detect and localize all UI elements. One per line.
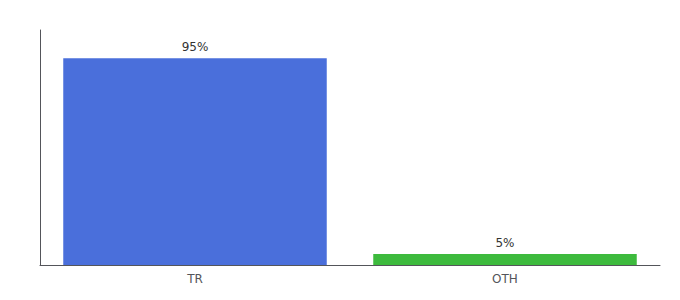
svg-text:TR: TR <box>186 272 203 286</box>
svg-text:5%: 5% <box>495 236 514 250</box>
svg-text:OTH: OTH <box>492 272 518 286</box>
svg-text:95%: 95% <box>182 40 209 54</box>
